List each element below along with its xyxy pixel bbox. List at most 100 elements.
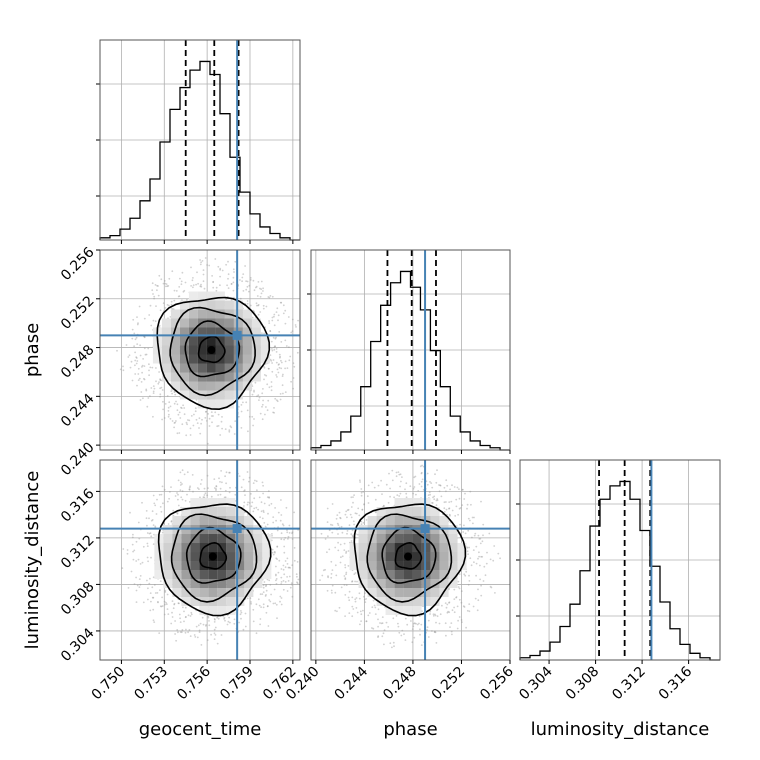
sample-point xyxy=(466,546,469,549)
sample-point xyxy=(467,553,469,555)
sample-point xyxy=(219,434,222,436)
sample-point xyxy=(270,340,273,343)
sample-point xyxy=(265,584,268,587)
sample-point xyxy=(497,552,500,555)
sample-point xyxy=(331,503,334,505)
sample-point xyxy=(492,559,495,562)
sample-point xyxy=(436,498,439,500)
sample-point xyxy=(380,622,383,625)
sample-point xyxy=(353,494,355,496)
sample-point xyxy=(285,345,288,347)
density-cell xyxy=(215,381,225,391)
sample-point xyxy=(220,470,223,472)
sample-point xyxy=(158,493,161,496)
sample-point xyxy=(250,505,253,508)
sample-point xyxy=(190,415,193,417)
sample-point xyxy=(159,605,162,608)
sample-point xyxy=(480,584,482,587)
sample-point xyxy=(163,417,166,419)
sample-point xyxy=(223,618,226,620)
density-cell xyxy=(170,345,180,355)
sample-point xyxy=(172,509,175,512)
sample-point xyxy=(494,592,496,594)
density-cell xyxy=(367,579,377,589)
sample-point xyxy=(297,578,300,581)
sample-point xyxy=(262,511,265,513)
sample-point xyxy=(280,514,283,516)
sample-point xyxy=(207,616,210,619)
sample-point xyxy=(356,580,358,583)
sample-point xyxy=(481,555,484,558)
sample-point xyxy=(288,532,291,534)
sample-point xyxy=(177,498,179,501)
sample-point xyxy=(121,567,124,569)
sample-point xyxy=(155,513,158,515)
sample-point xyxy=(469,519,471,522)
sample-point xyxy=(449,488,451,491)
density-cell xyxy=(244,570,254,580)
sample-point xyxy=(167,410,170,412)
sample-point xyxy=(179,631,182,633)
sample-point xyxy=(217,617,220,620)
sample-point xyxy=(476,609,479,612)
sample-point xyxy=(173,426,176,429)
sample-point xyxy=(268,504,271,507)
sample-point xyxy=(296,582,299,585)
sample-point xyxy=(170,520,173,522)
sample-point xyxy=(135,601,138,603)
sample-point xyxy=(167,406,170,409)
density-cell xyxy=(385,552,395,562)
sample-point xyxy=(489,558,492,561)
sample-point xyxy=(206,474,209,477)
sample-point xyxy=(137,379,140,381)
sample-point xyxy=(289,355,292,358)
sample-point xyxy=(171,420,174,422)
sample-point xyxy=(213,632,216,635)
sample-point xyxy=(216,425,219,428)
sample-point xyxy=(232,276,235,279)
density-cell xyxy=(161,336,171,346)
sample-point xyxy=(189,427,192,430)
sample-point xyxy=(367,484,370,487)
sample-point xyxy=(276,529,279,532)
sample-point xyxy=(478,555,480,558)
sample-point xyxy=(468,574,470,577)
sample-point xyxy=(339,561,342,564)
density-cell xyxy=(262,561,272,571)
sample-point xyxy=(482,580,485,582)
sample-point xyxy=(148,517,150,520)
sample-point xyxy=(229,486,231,489)
sample-point xyxy=(160,379,163,382)
sample-point xyxy=(157,601,159,604)
density-cell xyxy=(217,534,227,544)
sample-point xyxy=(176,409,179,412)
sample-point xyxy=(337,524,340,526)
sample-point xyxy=(142,545,145,548)
sample-point xyxy=(358,592,361,595)
sample-point xyxy=(166,608,169,610)
sample-point xyxy=(254,381,257,384)
density-cell xyxy=(376,597,386,607)
sample-point xyxy=(190,266,192,269)
sample-point xyxy=(198,631,201,633)
sample-point xyxy=(259,593,262,596)
sample-point xyxy=(196,487,199,489)
sample-point xyxy=(146,405,149,408)
sample-point xyxy=(278,559,281,562)
sample-point xyxy=(189,485,192,488)
sample-point xyxy=(243,490,245,493)
density-cell xyxy=(376,561,386,571)
density-cell xyxy=(179,336,189,346)
density-cell xyxy=(439,570,449,580)
density-cell xyxy=(385,516,395,526)
contour-line xyxy=(394,541,423,570)
sample-point xyxy=(152,293,154,295)
density-cell xyxy=(172,516,182,526)
sample-point xyxy=(405,482,408,485)
sample-point xyxy=(354,572,357,574)
sample-point xyxy=(256,295,259,297)
sample-point xyxy=(220,420,223,423)
sample-point xyxy=(195,625,198,628)
sample-point xyxy=(148,363,150,366)
sample-point xyxy=(257,313,260,316)
